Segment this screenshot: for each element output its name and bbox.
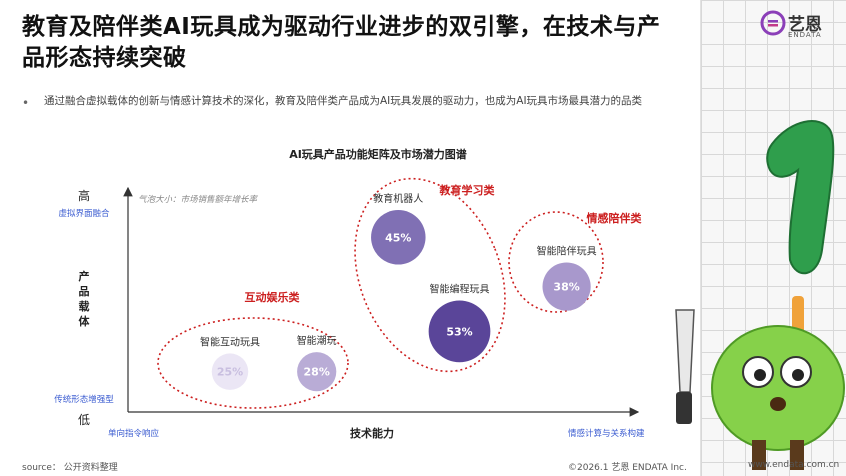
group-label-education: 教育学习类 [439, 183, 496, 197]
bubble-value-label: 45% [385, 231, 411, 244]
bubble-size-note: 气泡大小：市场销售额年增长率 [138, 194, 259, 205]
y-low-sublabel: 传统形态增强型 [54, 394, 114, 405]
mascot-stem [792, 296, 804, 336]
x-axis-title: 技术能力 [350, 426, 394, 440]
bubble-value-label: 38% [553, 281, 579, 294]
bubble-point [211, 353, 249, 390]
mascot-leg-left [752, 440, 766, 470]
bubble-point [428, 300, 491, 363]
y-low-label: 低 [78, 413, 90, 427]
page-title: 教育及陪伴类AI玩具成为驱动行业进步的双引擎，在技术与产品形态持续突破 [22, 14, 661, 71]
bubble-layer: 25% 智能互动玩具 28% 智能潮玩 45% 教育机器人 53% 智能编程玩具 38% 智能陪伴… [200, 192, 597, 392]
group-ellipse-companion [508, 211, 604, 313]
bubble-name-label: 教育机器人 [373, 192, 423, 205]
y-high-sublabel: 虚拟界面融合 [58, 208, 110, 219]
endata-logo: 艺恩 ENDATA [760, 8, 840, 44]
chart-title: AI玩具产品功能矩阵及市场潜力图谱 [289, 147, 467, 161]
bullet-dot-icon: • [22, 96, 30, 110]
mascot-body [711, 325, 845, 451]
footer-website: www.endata.com.cn [748, 460, 840, 470]
bubble-point [371, 210, 426, 265]
bubble-name-label: 智能潮玩 [297, 334, 337, 347]
mascot-leg-right [790, 440, 804, 470]
footer-source: source： 公开资料整理 [22, 463, 118, 473]
y-axis-title-char: 载 [79, 299, 90, 313]
logo-text-en: ENDATA [788, 31, 822, 39]
group-ellipse-entertainment [157, 317, 349, 409]
mascot-knife-handle [676, 392, 692, 424]
logo-mark-icon [760, 10, 786, 36]
y-axis-title-char: 产 [79, 269, 90, 283]
bubble-name-label: 智能互动玩具 [200, 335, 260, 348]
mascot-illustration [675, 120, 845, 470]
bubble-point [542, 262, 591, 311]
mascot-pupil-left [754, 369, 766, 381]
y-high-label: 高 [78, 188, 90, 203]
bubble-name-label: 智能编程玩具 [430, 283, 490, 296]
y-axis-title-char: 体 [79, 314, 91, 328]
group-ellipse-education [354, 177, 506, 373]
mascot-mouth [770, 397, 786, 411]
bubble-value-label: 28% [304, 366, 330, 379]
matrix-chart: AI玩具产品功能矩阵及市场潜力图谱 高 虚拟界面融合 传统形态增强型 低 产品载… [54, 147, 645, 440]
logo-text-cn: 艺恩 [788, 15, 822, 35]
y-axis-title-char: 品 [79, 285, 90, 298]
mascot-knife [675, 309, 695, 393]
x-low-label: 单向指令响应 [108, 428, 160, 439]
bullet-text: 通过融合虚拟载体的创新与情感计算技术的深化，教育及陪伴类产品成为AI玩具发展的驱… [44, 95, 643, 107]
bubble-value-label: 25% [217, 366, 243, 379]
bubble-point [297, 352, 337, 392]
bubble-value-label: 53% [446, 325, 472, 338]
group-label-companion: 情感陪伴类 [587, 211, 643, 225]
number-one-shape [766, 120, 835, 275]
x-high-label: 情感计算与关系构建 [568, 428, 645, 439]
bubble-name-label: 智能陪伴玩具 [537, 244, 597, 257]
group-label-entertainment: 互动娱乐类 [245, 290, 301, 304]
footer-copyright: ©2026.1 艺恩 ENDATA Inc. [568, 463, 687, 473]
mascot-pupil-right [792, 369, 804, 381]
